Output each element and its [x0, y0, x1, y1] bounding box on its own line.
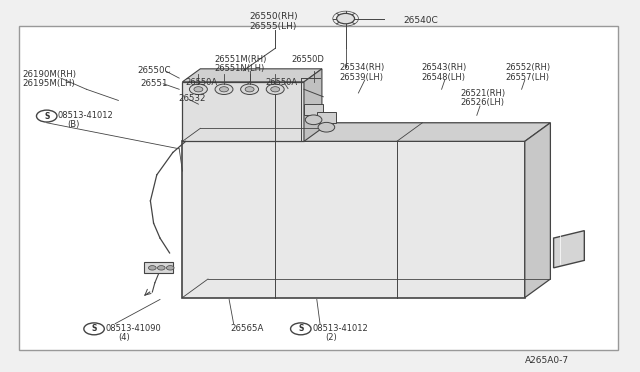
Text: A265A0-7: A265A0-7 — [525, 356, 569, 365]
Text: 26565A: 26565A — [230, 324, 264, 333]
Text: 26550(RH): 26550(RH) — [250, 12, 298, 21]
Polygon shape — [144, 262, 173, 273]
Circle shape — [157, 266, 165, 270]
Text: S: S — [44, 112, 49, 121]
Circle shape — [266, 84, 284, 94]
Text: 26195M(LH): 26195M(LH) — [22, 79, 75, 88]
Polygon shape — [317, 112, 336, 123]
Text: 26551: 26551 — [141, 79, 168, 88]
Text: 26532: 26532 — [178, 94, 205, 103]
Polygon shape — [304, 69, 322, 141]
Circle shape — [36, 110, 57, 122]
Circle shape — [245, 87, 254, 92]
Text: 26539(LH): 26539(LH) — [339, 73, 383, 81]
Text: 26551N(LH): 26551N(LH) — [214, 64, 265, 73]
Text: 26550A: 26550A — [186, 78, 218, 87]
Text: S: S — [92, 324, 97, 333]
Text: 26550D: 26550D — [291, 55, 324, 64]
Text: 08513-41012: 08513-41012 — [58, 111, 113, 120]
Text: 26550A: 26550A — [266, 78, 298, 87]
Bar — [19, 26, 618, 350]
Text: S: S — [298, 324, 303, 333]
Text: 26557(LH): 26557(LH) — [506, 73, 550, 81]
Circle shape — [215, 84, 233, 94]
Text: (4): (4) — [118, 333, 130, 342]
Text: (2): (2) — [325, 333, 337, 342]
Text: (B): (B) — [67, 120, 79, 129]
Polygon shape — [182, 82, 304, 141]
Text: 26526(LH): 26526(LH) — [461, 98, 505, 107]
Circle shape — [189, 84, 207, 94]
Text: 26190M(RH): 26190M(RH) — [22, 70, 76, 79]
Text: 26521(RH): 26521(RH) — [461, 89, 506, 97]
Circle shape — [305, 115, 322, 125]
Text: 26540C: 26540C — [403, 16, 438, 25]
Circle shape — [194, 87, 203, 92]
Polygon shape — [182, 69, 322, 82]
Circle shape — [337, 13, 355, 24]
Polygon shape — [554, 231, 584, 268]
Circle shape — [148, 266, 156, 270]
Text: 26551M(RH): 26551M(RH) — [214, 55, 267, 64]
Text: 26543(RH): 26543(RH) — [421, 63, 467, 72]
Circle shape — [84, 323, 104, 335]
Text: 08513-41012: 08513-41012 — [312, 324, 368, 333]
Polygon shape — [525, 123, 550, 298]
Circle shape — [318, 122, 335, 132]
Text: 26548(LH): 26548(LH) — [421, 73, 465, 81]
Polygon shape — [182, 141, 525, 298]
Circle shape — [241, 84, 259, 94]
Text: 26555(LH): 26555(LH) — [250, 22, 297, 31]
Polygon shape — [182, 123, 550, 141]
Text: 26534(RH): 26534(RH) — [339, 63, 385, 72]
Polygon shape — [304, 104, 323, 115]
Circle shape — [166, 266, 174, 270]
Circle shape — [220, 87, 228, 92]
Circle shape — [271, 87, 280, 92]
Text: 26552(RH): 26552(RH) — [506, 63, 551, 72]
Circle shape — [291, 323, 311, 335]
Text: 26550C: 26550C — [138, 66, 171, 75]
Text: 08513-41090: 08513-41090 — [106, 324, 161, 333]
